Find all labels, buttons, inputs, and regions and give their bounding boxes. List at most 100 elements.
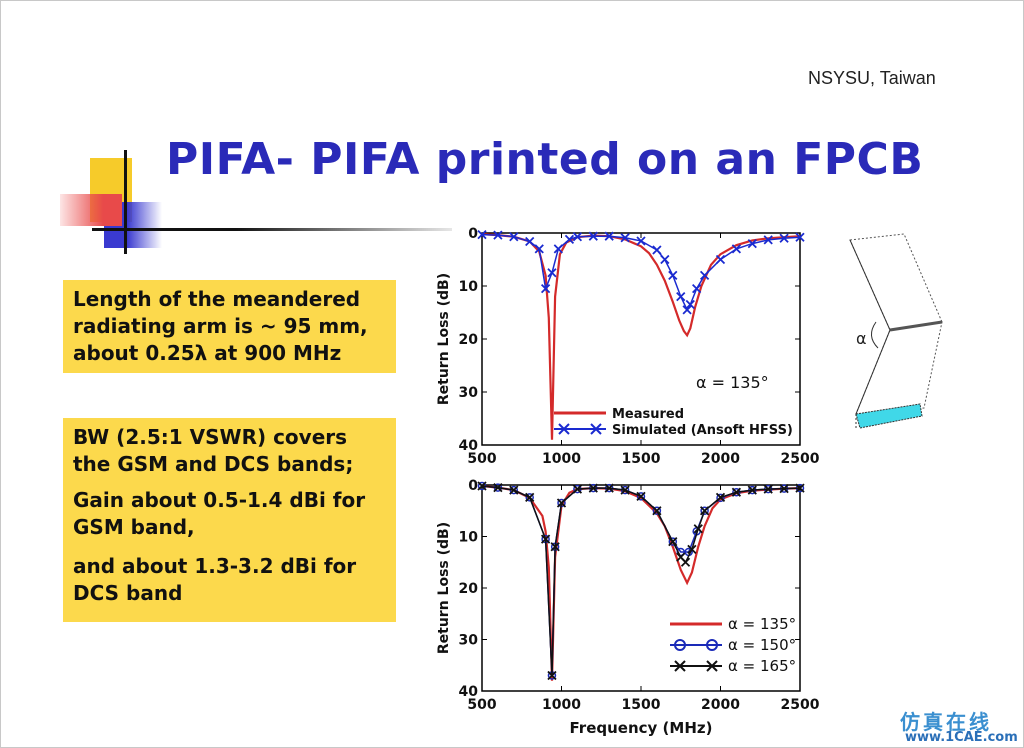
data-point-x bbox=[682, 305, 692, 315]
info-box-bandwidth: BW (2.5:1 VSWR) covers the GSM and DCS b… bbox=[63, 418, 396, 622]
y-tick-label: 0 bbox=[468, 478, 478, 494]
data-point-x bbox=[564, 234, 575, 244]
data-point-x bbox=[525, 492, 535, 502]
info-line: DCS band bbox=[73, 581, 183, 605]
info-line: Length of the meandered bbox=[73, 287, 361, 311]
data-point-x bbox=[588, 231, 598, 241]
data-point-x bbox=[493, 482, 503, 493]
data-point-circle bbox=[652, 506, 662, 515]
data-point-x bbox=[652, 245, 662, 255]
data-point-x bbox=[747, 485, 757, 495]
series-line bbox=[481, 484, 801, 681]
y-tick-label: 30 bbox=[459, 385, 479, 401]
data-point-x bbox=[556, 498, 567, 508]
x-tick-label: 2500 bbox=[781, 697, 820, 713]
data-point-x bbox=[588, 483, 598, 493]
return-loss-chart-bottom: 500 1000 1500 2000 2500 0 10 20 30 40 Return Loss … bbox=[436, 478, 820, 737]
y-axis-label: Return Loss (dB) bbox=[436, 522, 452, 654]
data-point-x bbox=[680, 557, 691, 567]
institution-label: NSYSU, Taiwan bbox=[808, 68, 936, 88]
data-point-x bbox=[652, 506, 662, 516]
data-point-x bbox=[795, 232, 805, 242]
return-loss-chart-top: 500 1000 1500 2000 2500 0 10 20 30 40 Return Loss … bbox=[436, 226, 820, 467]
data-point-x bbox=[620, 233, 630, 243]
data-point-x bbox=[509, 232, 519, 242]
legend-marker-x bbox=[558, 423, 570, 435]
data-point-x bbox=[604, 483, 614, 493]
data-point-x bbox=[620, 485, 630, 495]
data-point-circle bbox=[716, 493, 725, 503]
data-point-x bbox=[636, 491, 646, 501]
data-point-x bbox=[660, 254, 670, 265]
y-tick-label: 40 bbox=[459, 684, 479, 700]
data-point-x bbox=[731, 487, 742, 497]
y-tick-label: 20 bbox=[459, 581, 479, 597]
y-tick-label: 20 bbox=[459, 332, 479, 348]
legend-marker-x bbox=[590, 423, 602, 435]
info-line: radiating arm is ~ 95 mm, bbox=[73, 314, 368, 338]
x-tick-label: 2000 bbox=[701, 697, 740, 713]
legend-marker-x bbox=[674, 660, 686, 672]
series-line bbox=[481, 485, 801, 676]
x-tick-label: 500 bbox=[467, 451, 496, 467]
legend-label: Simulated (Ansoft HFSS) bbox=[612, 423, 793, 438]
data-point-x bbox=[604, 231, 614, 241]
data-point-x bbox=[572, 484, 583, 494]
angle-alpha-label: α bbox=[856, 329, 867, 348]
data-point-circle bbox=[636, 492, 646, 501]
legend-marker-x bbox=[706, 660, 718, 672]
legend-label: α = 135° bbox=[728, 615, 796, 633]
data-point-x bbox=[676, 291, 686, 302]
data-point-x bbox=[779, 483, 789, 494]
data-point-x bbox=[747, 238, 757, 249]
data-point-x bbox=[699, 270, 710, 281]
data-point-x bbox=[547, 268, 557, 278]
data-point-circle bbox=[700, 506, 709, 515]
data-point-x bbox=[685, 299, 695, 310]
data-point-x bbox=[687, 544, 697, 555]
data-point-x bbox=[668, 537, 678, 547]
data-point-x bbox=[763, 235, 773, 245]
x-tick-label: 1000 bbox=[542, 451, 581, 467]
series-line bbox=[481, 233, 801, 312]
legend-marker-circle bbox=[674, 639, 686, 651]
legend-label: Measured bbox=[612, 407, 684, 422]
data-point-x bbox=[795, 483, 805, 493]
antenna-bend-diagram: α bbox=[849, 233, 943, 430]
info-line: Gain about 0.5-1.4 dBi for bbox=[73, 488, 366, 512]
legend-marker-circle bbox=[706, 639, 718, 651]
data-point-x bbox=[540, 284, 551, 294]
info-box-arm-length: Length of the meandered radiating arm is… bbox=[63, 280, 396, 373]
x-tick-label: 1500 bbox=[622, 697, 661, 713]
data-point-x bbox=[534, 244, 544, 254]
y-tick-label: 40 bbox=[459, 438, 479, 454]
deco-vertical-line bbox=[124, 150, 127, 254]
data-point-x bbox=[509, 485, 519, 495]
deco-red-square bbox=[60, 194, 122, 226]
data-point-x bbox=[477, 481, 487, 491]
info-line: BW (2.5:1 VSWR) covers bbox=[73, 425, 348, 449]
y-tick-label: 10 bbox=[459, 279, 479, 295]
data-point-x bbox=[540, 534, 551, 544]
y-axis-label: Return Loss (dB) bbox=[436, 273, 452, 405]
data-point-x bbox=[692, 284, 702, 294]
data-point-x bbox=[547, 670, 557, 681]
footer-watermark-site: www.1CAE.com bbox=[905, 730, 1018, 745]
data-point-x bbox=[699, 506, 710, 516]
data-point-x bbox=[493, 230, 503, 240]
x-tick-label: 1500 bbox=[622, 451, 661, 467]
y-tick-label: 10 bbox=[459, 530, 479, 546]
data-point-circle bbox=[525, 493, 534, 502]
data-point-x bbox=[779, 233, 789, 243]
data-point-circle bbox=[668, 537, 678, 546]
info-line: GSM band, bbox=[73, 515, 195, 539]
x-tick-label: 500 bbox=[467, 697, 496, 713]
chart-annotation: α = 135° bbox=[696, 373, 769, 392]
data-point-x bbox=[693, 524, 703, 534]
x-tick-label: 2500 bbox=[781, 451, 820, 467]
data-point-x bbox=[763, 484, 773, 494]
y-tick-label: 30 bbox=[459, 633, 479, 649]
deco-horizontal-line bbox=[92, 228, 452, 231]
data-point-x bbox=[553, 244, 563, 254]
y-tick-label: 0 bbox=[468, 226, 478, 242]
